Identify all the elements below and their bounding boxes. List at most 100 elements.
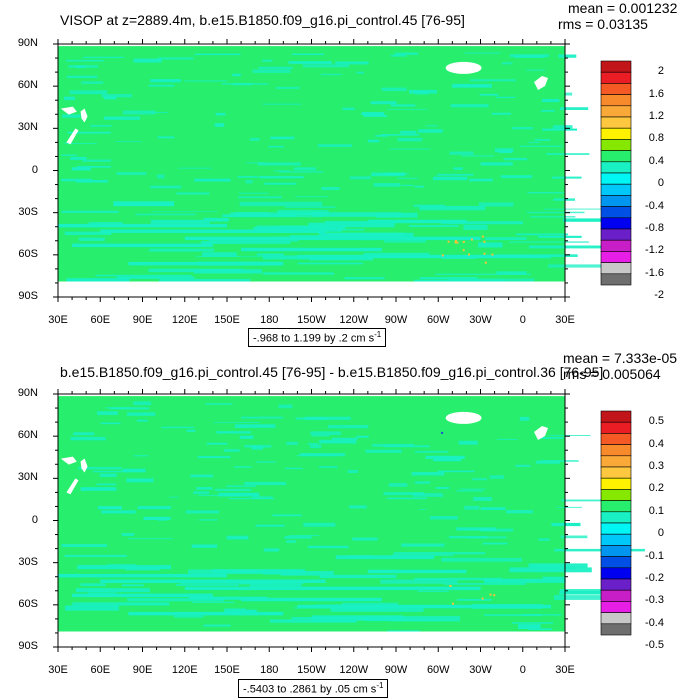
- colorbar-segment: [600, 466, 632, 479]
- colorbar-segment: [600, 444, 632, 457]
- anomaly-streak: [77, 165, 112, 168]
- contour-info-bottom: -.5403 to .2861 by .05 cm s-1: [238, 679, 389, 698]
- anomaly-streak: [480, 162, 513, 166]
- anomaly-streak: [296, 455, 334, 457]
- anomaly-streak: [273, 170, 290, 172]
- anomaly-streak: [433, 176, 468, 181]
- anomaly-streak: [202, 252, 237, 257]
- anomaly-streak: [197, 456, 231, 459]
- anomaly-streak: [560, 535, 588, 539]
- anomaly-streak: [256, 253, 284, 256]
- anomaly-streak: [479, 93, 499, 96]
- anomaly-streak: [239, 435, 254, 439]
- black-sea-land: [60, 106, 77, 115]
- anomaly-streak: [284, 206, 336, 208]
- anomaly-streak: [100, 422, 121, 425]
- anomaly-streak: [388, 483, 408, 487]
- anomaly-streak: [105, 407, 131, 409]
- positive-speck: [484, 261, 487, 264]
- anomaly-streak: [148, 84, 175, 87]
- anomaly-streak: [228, 498, 275, 500]
- anomaly-streak: [491, 112, 512, 115]
- x-tick-label: 60E: [90, 314, 111, 326]
- anomaly-streak: [103, 116, 140, 120]
- anomaly-streak: [383, 492, 425, 496]
- x-tick-label: 120W: [339, 664, 369, 676]
- anomaly-streak: [218, 492, 260, 497]
- y-tick-label: 60N: [17, 79, 38, 92]
- colorbar-label: 0.1: [648, 504, 664, 517]
- anomaly-streak: [82, 159, 112, 162]
- colorbar-segment: [600, 545, 632, 557]
- anomaly-streak: [133, 58, 162, 63]
- anomaly-streak: [83, 56, 124, 59]
- x-tick-label: 60E: [90, 664, 111, 676]
- colorbar-segment: [600, 195, 632, 207]
- anomaly-streak: [562, 218, 619, 222]
- colorbar-segment: [600, 183, 632, 196]
- positive-speck: [454, 239, 457, 242]
- anomaly-streak: [381, 87, 407, 92]
- colorbar-segment: [600, 433, 632, 445]
- x-tick-label: 30E: [555, 314, 575, 326]
- anomaly-streak: [150, 112, 168, 113]
- positive-speck: [454, 241, 457, 244]
- anomaly-streak: [478, 242, 503, 248]
- anomaly-streak: [127, 412, 156, 416]
- anomaly-streak: [400, 184, 414, 186]
- anomaly-streak: [64, 231, 112, 236]
- anomaly-streak: [546, 153, 590, 155]
- anomaly-streak: [270, 136, 295, 140]
- anomaly-streak: [342, 107, 355, 111]
- anomaly-streak: [262, 59, 273, 62]
- anomaly-streak: [489, 475, 504, 479]
- anomaly-streak: [503, 157, 528, 161]
- anomaly-streak: [244, 481, 286, 486]
- anomaly-streak: [441, 221, 523, 225]
- anomaly-streak: [275, 228, 340, 231]
- anomaly-streak: [255, 524, 285, 527]
- anomaly-streak: [189, 596, 268, 600]
- anomaly-band: [72, 593, 213, 598]
- anomaly-streak: [203, 624, 231, 627]
- anomaly-streak: [456, 490, 484, 492]
- y-tick-label: 60S: [18, 597, 38, 610]
- colorbar-segment: [600, 489, 632, 501]
- anomaly-streak: [279, 171, 324, 173]
- anomaly-streak: [509, 241, 589, 243]
- x-tick-label: 0: [519, 664, 526, 676]
- anomaly-streak: [548, 435, 591, 436]
- colorbar-label: 1.6: [648, 87, 664, 100]
- anomaly-streak: [66, 75, 98, 78]
- anomaly-streak: [122, 110, 156, 115]
- anomaly-streak: [262, 272, 334, 275]
- anomaly-streak: [519, 145, 563, 147]
- x-tick-label: 90W: [384, 314, 408, 326]
- anomaly-streak: [543, 208, 627, 210]
- anomaly-streak: [93, 470, 130, 473]
- anomaly-streak: [258, 66, 293, 70]
- anomaly-streak: [559, 589, 629, 593]
- x-tick-label: 30W: [469, 314, 492, 326]
- anomaly-streak: [71, 167, 91, 171]
- anomaly-streak: [526, 211, 585, 214]
- anomaly-streak: [457, 598, 492, 601]
- colorbar-label: 0.4: [648, 154, 664, 167]
- anomaly-streak: [190, 474, 213, 478]
- anomaly-streak: [168, 496, 179, 498]
- colorbar-segment: [600, 511, 632, 524]
- colorbar-segment: [600, 217, 632, 230]
- anomaly-streak: [367, 139, 380, 143]
- anomaly-streak: [77, 467, 122, 470]
- anomaly-streak: [426, 125, 438, 127]
- anomaly-streak: [530, 216, 576, 218]
- antarctica-land: [58, 631, 565, 647]
- y-tick-label: 60S: [18, 247, 38, 260]
- anomaly-streak: [127, 598, 224, 602]
- positive-speck: [493, 594, 496, 597]
- anomaly-streak: [425, 455, 465, 459]
- anomaly-streak: [72, 602, 170, 606]
- colorbar-label: 0: [657, 527, 664, 540]
- positive-speck: [491, 253, 494, 256]
- anomaly-streak: [157, 136, 175, 139]
